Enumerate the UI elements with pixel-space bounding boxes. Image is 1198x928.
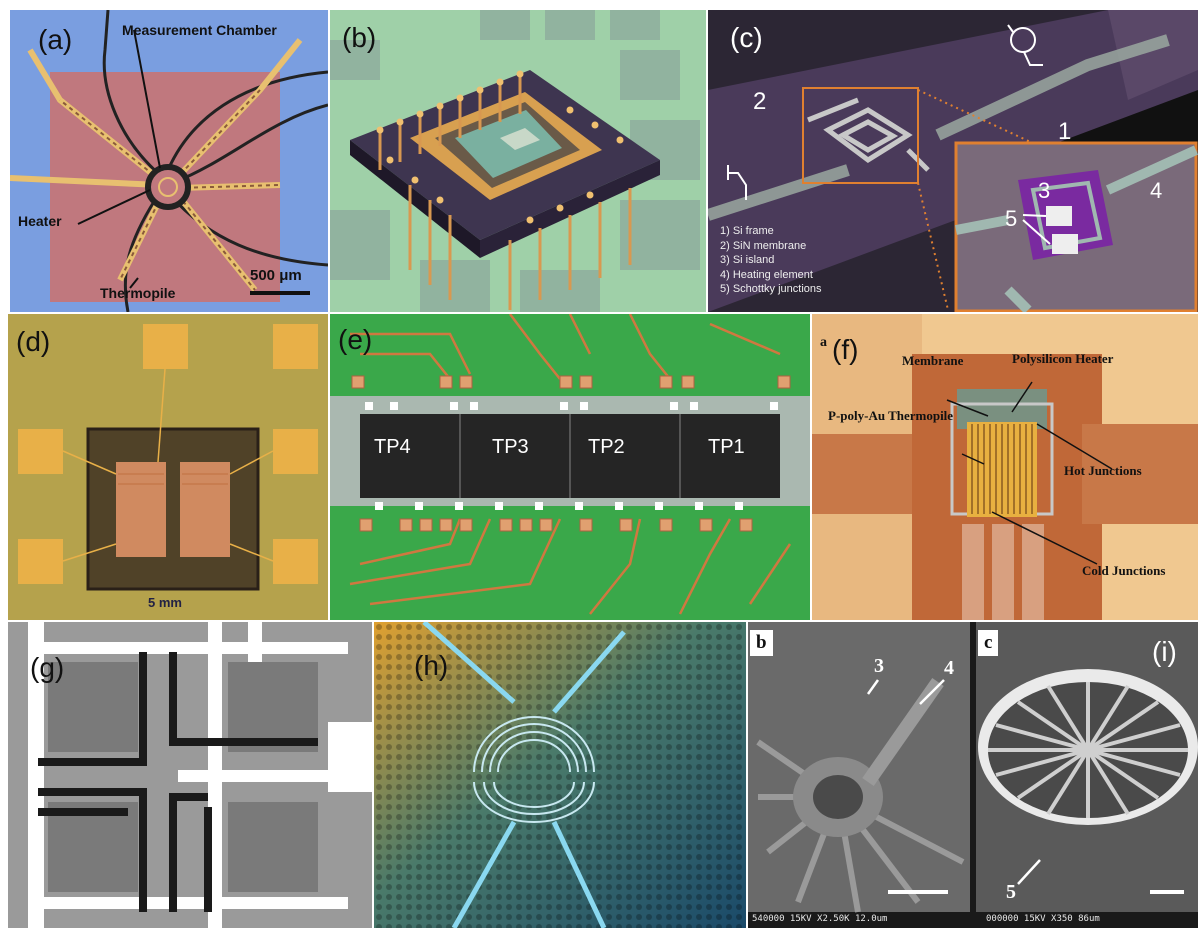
label-2: 2 xyxy=(753,88,767,115)
panel-b-chip-render xyxy=(330,10,706,312)
panel-i-sem xyxy=(748,622,1198,928)
panel-i-sub-c: c xyxy=(978,630,999,656)
panel-i-label-3: 3 xyxy=(874,655,884,677)
scale-bar-label: 500 μm xyxy=(250,267,302,284)
inset-label-3: 3 xyxy=(1038,178,1051,203)
legend-item-si-island: 3) Si island xyxy=(720,254,775,266)
measurement-chamber-label: Measurement Chamber xyxy=(122,22,277,38)
panel-g: (g) xyxy=(8,622,372,928)
panel-f-micrograph xyxy=(812,314,1198,620)
panel-f: a (f) Membrane Polysilicon Heater P-poly… xyxy=(812,314,1198,620)
panel-b-label: (b) xyxy=(342,22,377,53)
panel-a-micrograph xyxy=(10,10,328,312)
panel-c: (c) 2 1 1) Si frame 2) SiN membrane 3) S… xyxy=(708,10,1198,312)
thermopile-label: Thermopile xyxy=(100,285,176,301)
tp3-label: TP3 xyxy=(492,436,529,458)
membrane-label: Membrane xyxy=(902,353,964,368)
panel-f-label: (f) xyxy=(832,334,859,365)
cold-junctions-label: Cold Junctions xyxy=(1082,563,1166,578)
panel-b: (b) xyxy=(330,10,706,312)
panel-i-label: (i) xyxy=(1152,636,1177,667)
panel-e-label: (e) xyxy=(338,324,373,355)
legend-item-si-frame: 1) Si frame xyxy=(720,225,774,237)
panel-a: (a) Measurement Chamber Heater Thermopil… xyxy=(10,10,328,312)
legend-item-schottky-junctions: 5) Schottky junctions xyxy=(720,283,822,295)
panel-g-sem xyxy=(8,622,372,928)
tp2-label: TP2 xyxy=(588,436,625,458)
panel-h: (h) xyxy=(374,622,746,928)
panel-c-label: (c) xyxy=(730,22,763,53)
panel-d: (d) 5 mm xyxy=(8,314,328,620)
tp1-label: TP1 xyxy=(708,436,745,458)
inset-label-5: 5 xyxy=(1005,206,1018,231)
legend-item-sin-membrane: 2) SiN membrane xyxy=(720,239,807,252)
panel-c-device-render xyxy=(708,10,1198,312)
panel-e: (e) TP4 TP3 TP2 TP1 xyxy=(330,314,810,620)
hot-junctions-label: Hot Junctions xyxy=(1064,463,1142,478)
panel-i-label-4: 4 xyxy=(944,657,954,679)
heater-label: Heater xyxy=(18,213,62,229)
panel-f-sub-a: a xyxy=(820,335,827,350)
tp4-label: TP4 xyxy=(374,436,411,458)
panel-i-label-5: 5 xyxy=(1006,881,1016,903)
panel-c-legend: 1) Si frame 2) SiN membrane 3) Si island… xyxy=(720,224,822,297)
panel-i-sub-b: b xyxy=(750,630,773,656)
panel-i: b c (i) 3 4 5 540000 15KV X2.50K 12.0um … xyxy=(748,622,1198,928)
sem-info-right: 000000 15KV X350 86um xyxy=(986,914,1100,924)
panel-a-label: (a) xyxy=(38,24,73,55)
panel-d-scale: 5 mm xyxy=(148,595,182,610)
panel-e-pcb-photo xyxy=(330,314,810,620)
sem-info-left: 540000 15KV X2.50K 12.0um xyxy=(752,914,888,924)
thermopile-label: P-poly-Au Thermopile xyxy=(828,408,954,423)
panel-d-micrograph xyxy=(8,314,328,620)
legend-item-heating-element: 4) Heating element xyxy=(720,268,813,281)
panel-h-photo xyxy=(374,622,746,928)
polysilicon-heater-label: Polysilicon Heater xyxy=(1012,351,1114,366)
label-1: 1 xyxy=(1058,118,1072,145)
inset-label-4: 4 xyxy=(1150,178,1163,203)
panel-d-label: (d) xyxy=(16,326,51,357)
panel-h-label: (h) xyxy=(414,650,449,681)
panel-g-label: (g) xyxy=(30,652,65,683)
